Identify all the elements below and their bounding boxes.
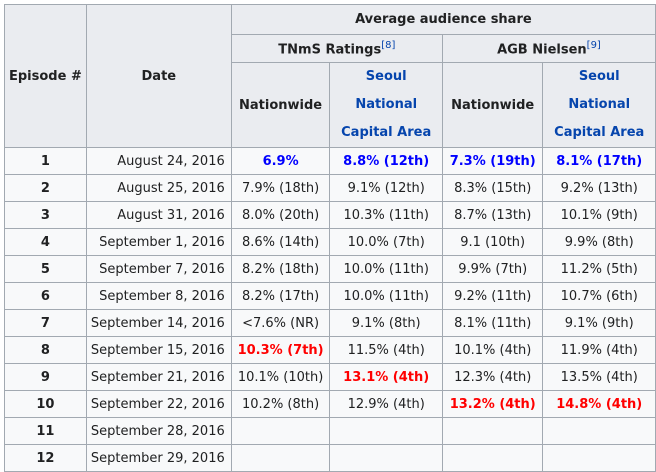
tnms-nationwide-cell: 6.9% — [230, 147, 331, 175]
tnms-seoul-cell: 12.9% (4th) — [329, 390, 443, 418]
agb-label: AGB Nielsen — [497, 42, 587, 58]
date-cell: August 31, 2016 — [85, 201, 232, 229]
episode-cell: 9 — [4, 363, 87, 391]
table-row: 1 August 24, 2016 6.9% 8.8% (12th) 7.3% … — [4, 147, 656, 175]
agb-nationwide-cell: 12.3% (4th) — [441, 363, 544, 391]
date-cell: August 25, 2016 — [85, 174, 232, 202]
tnms-nationwide-cell — [230, 417, 331, 445]
table-row: 3 August 31, 2016 8.0% (20th) 10.3% (11t… — [4, 201, 656, 229]
ratings-table: Episode # Date Average audience share TN… — [4, 4, 656, 472]
agb-nationwide-cell: 10.1% (4th) — [441, 336, 544, 364]
episode-cell: 4 — [4, 228, 87, 256]
tnms-nationwide-cell: 8.0% (20th) — [230, 201, 331, 229]
tnms-seoul-cell: 11.5% (4th) — [329, 336, 443, 364]
table-row: 10 September 22, 2016 10.2% (8th) 12.9% … — [4, 390, 656, 418]
date-cell: September 8, 2016 — [85, 282, 232, 310]
agb-seoul-cell: 11.2% (5th) — [542, 255, 656, 283]
agb-seoul-link[interactable]: Seoul National Capital Area — [554, 69, 645, 140]
date-cell: September 21, 2016 — [85, 363, 232, 391]
table-row: 8 September 15, 2016 10.3% (7th) 11.5% (… — [4, 336, 656, 364]
agb-seoul-cell: 10.7% (6th) — [542, 282, 656, 310]
table-row: 9 September 21, 2016 10.1% (10th) 13.1% … — [4, 363, 656, 391]
table-row: 2 August 25, 2016 7.9% (18th) 9.1% (12th… — [4, 174, 656, 202]
date-cell: August 24, 2016 — [85, 147, 232, 175]
agb-nationwide-cell: 8.7% (13th) — [441, 201, 544, 229]
date-header: Date — [85, 4, 232, 148]
episode-cell: 5 — [4, 255, 87, 283]
episode-cell: 11 — [4, 417, 87, 445]
agb-seoul-cell: 10.1% (9th) — [542, 201, 656, 229]
average-share-header: Average audience share — [230, 4, 656, 35]
table-row: 7 September 14, 2016 <7.6% (NR) 9.1% (8t… — [4, 309, 656, 337]
date-cell: September 22, 2016 — [85, 390, 232, 418]
tnms-label: TNmS Ratings — [278, 42, 382, 58]
date-cell: September 28, 2016 — [85, 417, 232, 445]
tnms-seoul-cell: 9.1% (12th) — [329, 174, 443, 202]
episode-cell: 7 — [4, 309, 87, 337]
episode-cell: 6 — [4, 282, 87, 310]
tnms-seoul-header: Seoul National Capital Area — [329, 62, 443, 148]
agb-seoul-cell: 13.5% (4th) — [542, 363, 656, 391]
tnms-reference-link[interactable]: [8] — [381, 39, 396, 51]
agb-seoul-cell: 9.9% (8th) — [542, 228, 656, 256]
agb-nationwide-cell: 13.2% (4th) — [441, 390, 544, 418]
tnms-nationwide-cell: 8.2% (17th) — [230, 282, 331, 310]
agb-nationwide-cell: 8.1% (11th) — [441, 309, 544, 337]
agb-seoul-cell: 11.9% (4th) — [542, 336, 656, 364]
tnms-seoul-cell: 9.1% (8th) — [329, 309, 443, 337]
date-cell: September 1, 2016 — [85, 228, 232, 256]
agb-nationwide-cell: 9.1 (10th) — [441, 228, 544, 256]
episode-cell: 1 — [4, 147, 87, 175]
episode-cell: 8 — [4, 336, 87, 364]
episode-cell: 10 — [4, 390, 87, 418]
tnms-nationwide-cell: 7.9% (18th) — [230, 174, 331, 202]
agb-nationwide-cell: 9.2% (11th) — [441, 282, 544, 310]
agb-nationwide-cell — [441, 417, 544, 445]
tnms-nationwide-header: Nationwide — [230, 62, 331, 148]
tnms-seoul-cell: 10.0% (7th) — [329, 228, 443, 256]
agb-seoul-cell: 14.8% (4th) — [542, 390, 656, 418]
agb-nationwide-cell: 7.3% (19th) — [441, 147, 544, 175]
tnms-nationwide-cell: <7.6% (NR) — [230, 309, 331, 337]
agb-nationwide-header: Nationwide — [441, 62, 544, 148]
tnms-seoul-cell: 10.0% (11th) — [329, 282, 443, 310]
tnms-seoul-cell — [329, 417, 443, 445]
table-row: 11 September 28, 2016 — [4, 417, 656, 445]
agb-seoul-cell: 9.1% (9th) — [542, 309, 656, 337]
tnms-seoul-cell: 8.8% (12th) — [329, 147, 443, 175]
tnms-seoul-cell: 10.0% (11th) — [329, 255, 443, 283]
agb-seoul-cell: 9.2% (13th) — [542, 174, 656, 202]
agb-header: AGB Nielsen[9] — [441, 34, 656, 63]
tnms-nationwide-cell: 10.3% (7th) — [230, 336, 331, 364]
tnms-nationwide-cell: 8.6% (14th) — [230, 228, 331, 256]
date-cell: September 7, 2016 — [85, 255, 232, 283]
agb-seoul-header: Seoul National Capital Area — [542, 62, 656, 148]
episode-cell: 2 — [4, 174, 87, 202]
table-row: 5 September 7, 2016 8.2% (18th) 10.0% (1… — [4, 255, 656, 283]
agb-reference-link[interactable]: [9] — [586, 39, 601, 51]
table-row: 4 September 1, 2016 8.6% (14th) 10.0% (7… — [4, 228, 656, 256]
agb-seoul-cell: 8.1% (17th) — [542, 147, 656, 175]
agb-seoul-cell — [542, 417, 656, 445]
tnms-nationwide-cell: 8.2% (18th) — [230, 255, 331, 283]
date-cell: September 15, 2016 — [85, 336, 232, 364]
tnms-seoul-cell: 13.1% (4th) — [329, 363, 443, 391]
date-cell: September 14, 2016 — [85, 309, 232, 337]
table-row: 6 September 8, 2016 8.2% (17th) 10.0% (1… — [4, 282, 656, 310]
tnms-seoul-cell: 10.3% (11th) — [329, 201, 443, 229]
episode-cell: 3 — [4, 201, 87, 229]
episode-header: Episode # — [4, 4, 87, 148]
agb-nationwide-cell: 8.3% (15th) — [441, 174, 544, 202]
tnms-header: TNmS Ratings[8] — [230, 34, 443, 63]
tnms-seoul-link[interactable]: Seoul National Capital Area — [341, 69, 432, 140]
agb-nationwide-cell: 9.9% (7th) — [441, 255, 544, 283]
tnms-nationwide-cell: 10.1% (10th) — [230, 363, 331, 391]
tnms-nationwide-cell: 10.2% (8th) — [230, 390, 331, 418]
